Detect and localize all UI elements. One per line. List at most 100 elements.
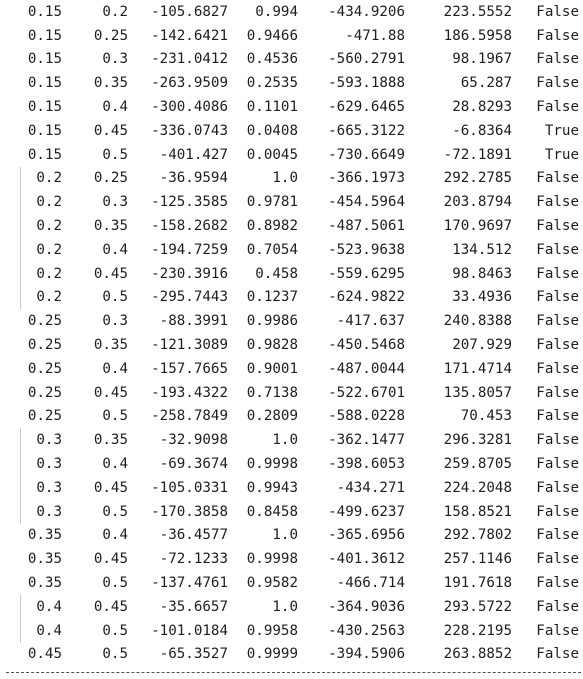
table-cell: -401.427 <box>159 146 228 163</box>
table-cell: 0.15 <box>27 122 62 139</box>
table-cell: -454.5964 <box>328 194 405 211</box>
table-cell: 0.15 <box>27 3 62 20</box>
table-cell: 0.1237 <box>246 289 298 306</box>
table-cell: False <box>536 408 579 425</box>
table-cell: 98.8463 <box>452 265 512 282</box>
table-cell: 28.8293 <box>452 99 512 116</box>
table-cell: -730.6649 <box>328 146 405 163</box>
table-cell: False <box>536 75 579 92</box>
table-cell: 207.929 <box>452 337 512 354</box>
table-cell: 0.4 <box>102 241 128 258</box>
table-cell: 171.4714 <box>443 360 512 377</box>
table-cell: True <box>544 122 579 139</box>
table-cell: 0.2 <box>0 214 62 238</box>
table-cell: 1.0 <box>272 598 298 615</box>
table-cell: -142.6421 <box>151 27 228 44</box>
table-cell: 0.5 <box>102 646 128 663</box>
table-cell: 0.3 <box>102 51 128 68</box>
table-cell: 70.453 <box>460 408 512 425</box>
table-cell: -362.1477 <box>328 432 405 449</box>
table-row: 0.2 0.4 -194.7259 0.7054 -523.9638 134.512 Fal… <box>0 237 579 262</box>
table-cell: 0.45 <box>93 479 128 496</box>
table-cell: False <box>536 551 579 568</box>
table-cell: 0.0045 <box>246 146 298 163</box>
table-cell: 0.35 <box>93 75 128 92</box>
table-cell: False <box>536 265 579 282</box>
table-cell: -121.3089 <box>151 337 228 354</box>
table-cell: 263.8852 <box>443 646 512 663</box>
table-cell: 0.45 <box>93 598 128 615</box>
table-cell: -499.6237 <box>328 503 405 520</box>
table-cell: 0.35 <box>27 575 62 592</box>
table-cell: 0.35 <box>93 337 128 354</box>
table-cell: False <box>536 646 579 663</box>
table-cell: 0.15 <box>27 75 62 92</box>
table-cell: 0.25 <box>27 384 62 401</box>
table-cell: False <box>536 384 579 401</box>
table-cell: 1.0 <box>272 527 298 544</box>
table-cell: False <box>536 456 579 473</box>
table-cell: 0.9998 <box>246 456 298 473</box>
table-cell: -300.4086 <box>151 99 228 116</box>
table-cell: -336.0743 <box>151 122 228 139</box>
table-cell: -365.6956 <box>328 527 405 544</box>
table-cell: -560.2791 <box>328 51 405 68</box>
table-cell: 98.1967 <box>452 51 512 68</box>
table-cell: 33.4936 <box>452 289 512 306</box>
table-cell: 0.458 <box>255 265 298 282</box>
table-row: 0.3 0.4 -69.3674 0.9998 -398.6053 259.8705 Fal… <box>0 452 579 476</box>
table-cell: 0.5 <box>102 622 128 639</box>
table-cell: 0.7054 <box>246 241 298 258</box>
table-cell: -230.3916 <box>151 265 228 282</box>
table-cell: 0.4 <box>102 99 128 116</box>
table-row: 0.25 0.5 -258.7849 0.2809 -588.0228 70.453 Fal… <box>0 405 579 429</box>
table-row: 0.25 0.45 -193.4322 0.7138 -522.6701 135.8057… <box>0 381 579 405</box>
table-cell: 0.9943 <box>246 479 298 496</box>
table-cell: 0.9999 <box>246 646 298 663</box>
table-cell: -36.4577 <box>159 527 228 544</box>
table-cell: 0.4536 <box>246 51 298 68</box>
table-cell: -36.9594 <box>159 170 228 187</box>
table-cell: -105.0331 <box>151 479 228 496</box>
table-cell: 223.5552 <box>443 3 512 20</box>
table-cell: False <box>536 218 579 235</box>
table-cell: False <box>536 241 579 258</box>
table-cell: 0.3 <box>0 452 62 476</box>
table-cell: -434.9206 <box>328 3 405 20</box>
table-cell: 0.45 <box>93 384 128 401</box>
table-cell: 0.2 <box>0 166 62 191</box>
table-cell: 0.0408 <box>246 122 298 139</box>
table-cell: 0.2809 <box>246 408 298 425</box>
table-row: 0.3 0.35 -32.9098 1.0 -362.1477 296.3281 False <box>0 428 579 452</box>
table-cell: -72.1233 <box>159 551 228 568</box>
table-cell: -6.8364 <box>452 122 512 139</box>
table-cell: -72.1891 <box>443 146 512 163</box>
table-row: 0.4 0.5 -101.0184 0.9958 -430.2563 228.2195 Fa… <box>0 618 579 643</box>
table-row: 0.15 0.5 -401.427 0.0045 -730.6649 -72.1891 Tr… <box>0 143 579 167</box>
table-row: 0.2 0.45 -230.3916 0.458 -559.6295 98.8463 Fal… <box>0 261 579 286</box>
table-cell: 0.5 <box>102 146 128 163</box>
table-cell: 0.2535 <box>246 75 298 92</box>
table-cell: -593.1888 <box>328 75 405 92</box>
table-row: 0.15 0.45 -336.0743 0.0408 -665.3122 -6.8364 T… <box>0 119 579 143</box>
table-cell: -430.2563 <box>328 622 405 639</box>
table-cell: 0.2 <box>0 237 62 262</box>
table-cell: -364.9036 <box>328 598 405 615</box>
table-cell: False <box>536 479 579 496</box>
table-cell: 0.2 <box>0 261 62 286</box>
table-cell: 0.3 <box>0 475 62 500</box>
table-cell: 0.35 <box>93 218 128 235</box>
table-cell: False <box>536 99 579 116</box>
table-cell: -137.4761 <box>151 575 228 592</box>
table-cell: 158.8521 <box>443 503 512 520</box>
table-row: 0.25 0.3 -88.3991 0.9986 -417.637 240.8388 Fal… <box>0 309 579 333</box>
table-cell: 0.35 <box>93 432 128 449</box>
table-cell: 0.9001 <box>246 360 298 377</box>
table-cell: 0.9781 <box>246 194 298 211</box>
table-cell: 0.2 <box>102 3 128 20</box>
table-cell: 259.8705 <box>443 456 512 473</box>
table-cell: -450.5468 <box>328 337 405 354</box>
table-cell: 0.45 <box>93 265 128 282</box>
table-row: 0.35 0.5 -137.4761 0.9582 -466.714 191.7618 Fa… <box>0 571 579 595</box>
table-cell: 186.5958 <box>443 27 512 44</box>
